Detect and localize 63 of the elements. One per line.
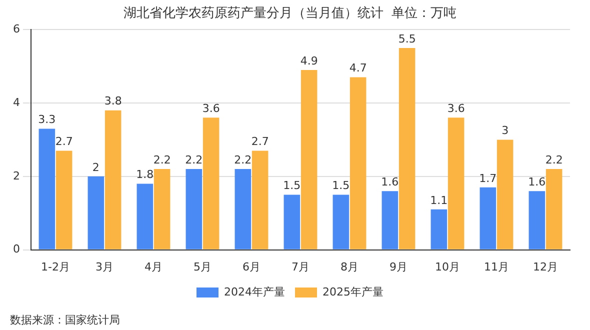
bar [332, 194, 350, 250]
x-tick-label: 9月 [390, 260, 408, 274]
x-tick-label: 3月 [96, 260, 114, 274]
bar [382, 191, 398, 250]
x-tick-label: 1-2月 [41, 260, 70, 274]
data-label: 2 [92, 160, 100, 174]
y-tick-label: 4 [13, 96, 20, 109]
bar [480, 187, 496, 250]
data-label: 2.7 [251, 135, 269, 148]
data-label: 3.3 [38, 113, 56, 126]
bar [56, 150, 72, 250]
data-label: 2.2 [185, 153, 203, 166]
x-tick-label: 11月 [484, 260, 509, 274]
legend-label: 2024年产量 [224, 285, 286, 298]
x-tick-label: 8月 [340, 260, 358, 274]
bar [202, 118, 220, 250]
data-label: 5.5 [398, 32, 416, 46]
y-tick-label: 2 [13, 169, 20, 182]
source-note: 数据来源：国家统计局 [10, 313, 120, 326]
x-tick-label: 7月 [292, 260, 310, 274]
data-label: 2.2 [153, 153, 171, 166]
bar [546, 169, 562, 250]
data-label: 2.7 [55, 135, 73, 148]
bar [136, 184, 154, 250]
x-tick-label: 12月 [533, 260, 558, 274]
bar [398, 48, 416, 250]
data-label: 2.2 [234, 153, 252, 166]
bar [104, 110, 122, 250]
data-label: 3.8 [104, 94, 122, 108]
bar [234, 169, 252, 250]
x-tick-label: 10月 [435, 260, 460, 274]
data-label: 2.2 [545, 153, 563, 166]
legend-label: 2025年产量 [322, 285, 384, 298]
y-tick-label: 0 [13, 242, 20, 256]
bar [528, 191, 546, 250]
data-label: 3 [502, 124, 509, 138]
y-tick-label: 6 [13, 22, 20, 36]
bar [448, 118, 464, 250]
data-label: 3.6 [202, 102, 220, 116]
data-label: 4.9 [300, 54, 318, 68]
bar [350, 77, 366, 250]
x-tick-label: 6月 [242, 260, 260, 274]
bar [284, 194, 300, 250]
bar [38, 128, 56, 250]
bar [300, 70, 318, 250]
data-label: 1.1 [430, 194, 448, 207]
data-label: 3.6 [447, 102, 465, 116]
x-tick-label: 5月 [194, 260, 212, 274]
data-label: 1.6 [528, 175, 546, 188]
bar [496, 140, 514, 250]
x-tick-label: 4月 [144, 260, 162, 274]
bar [186, 169, 202, 250]
bar [252, 150, 268, 250]
data-label: 4.7 [349, 62, 367, 75]
data-label: 1.7 [479, 172, 497, 185]
data-label: 1.6 [381, 175, 399, 188]
bar [430, 209, 448, 250]
data-label: 1.5 [283, 179, 301, 192]
bar [154, 169, 170, 250]
bar [88, 176, 104, 250]
data-label: 1.5 [332, 179, 350, 192]
data-label: 1.8 [136, 168, 154, 182]
chart-title: 湖北省化学农药原药产量分月（当月值）统计 单位：万吨 [123, 6, 457, 22]
